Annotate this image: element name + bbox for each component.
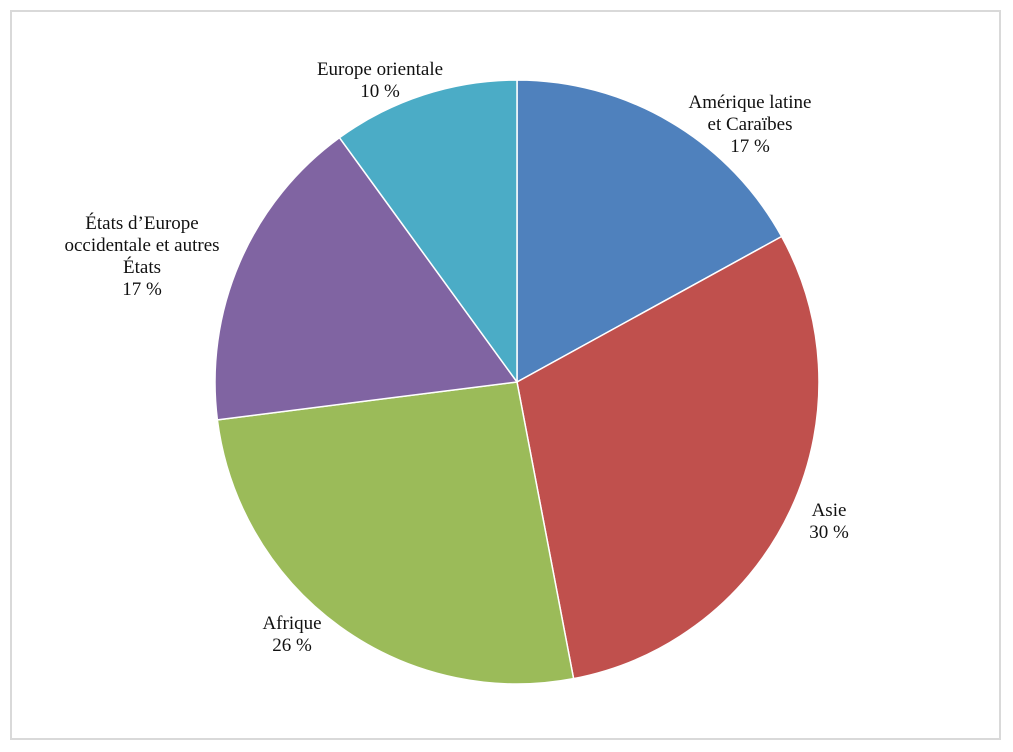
slice-category: occidentale et autres	[64, 235, 219, 256]
slice-category: États	[123, 256, 161, 278]
slice-category: Amérique latine	[689, 92, 812, 113]
slice-category: Asie	[812, 500, 847, 521]
slice-category: États d’Europe	[85, 212, 198, 234]
slice-percent: 26 %	[272, 635, 312, 656]
slice-label-4: Europe orientale 10 %	[317, 59, 443, 102]
slice-percent: 10 %	[360, 81, 400, 102]
pie-slice-4	[338, 79, 518, 385]
slice-category: Afrique	[262, 613, 321, 634]
pie-data-labels: Amérique latine et Caraïbes 17 %Asie 30 %Af…	[64, 59, 849, 656]
pie-slice-0	[516, 79, 783, 384]
pie-slice-1	[516, 235, 820, 680]
slice-label-0: Amérique latine et Caraïbes 17 %	[689, 92, 812, 157]
slice-percent: 30 %	[809, 522, 849, 543]
pie-slice-2	[216, 381, 575, 685]
slice-label-3: États d’Europe occidentale et autres États…	[64, 212, 219, 300]
pie-slice-3	[214, 136, 519, 421]
pie-slices	[214, 79, 820, 685]
slice-label-1: Asie 30 %	[809, 500, 849, 543]
slice-percent: 17 %	[122, 279, 162, 300]
slice-category: Europe orientale	[317, 59, 443, 80]
slice-percent: 17 %	[730, 136, 770, 157]
slice-label-2: Afrique 26 %	[262, 613, 321, 656]
slice-category: et Caraïbes	[708, 114, 793, 135]
